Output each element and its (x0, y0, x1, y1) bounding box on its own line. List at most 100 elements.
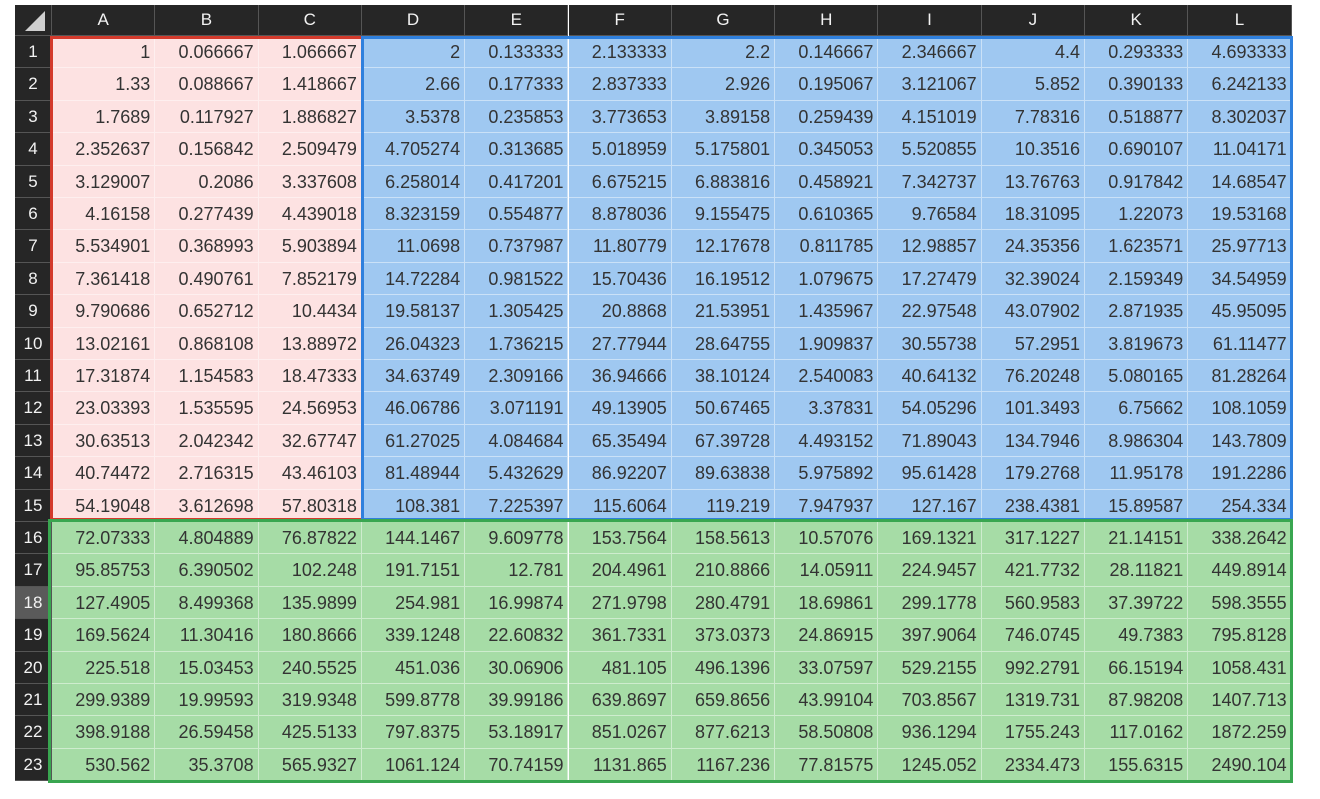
cell[interactable]: 95.61428 (878, 457, 982, 490)
cell[interactable]: 238.4381 (981, 489, 1085, 522)
row-header[interactable]: 7 (15, 230, 52, 263)
cell[interactable]: 43.99104 (775, 684, 879, 717)
cell[interactable]: 0.259439 (775, 100, 879, 134)
cell[interactable]: 9.155475 (671, 198, 776, 231)
cell[interactable]: 24.56953 (258, 392, 362, 425)
cell[interactable]: 11.95178 (1085, 457, 1189, 490)
cell[interactable]: 2.837333 (568, 68, 672, 101)
row-header[interactable]: 19 (15, 619, 52, 652)
cell[interactable]: 936.1294 (878, 716, 982, 749)
cell[interactable]: 0.313685 (465, 133, 569, 166)
cell[interactable]: 0.490761 (155, 262, 259, 296)
cell[interactable]: 2490.104 (1188, 748, 1292, 782)
cell[interactable]: 71.89043 (878, 424, 982, 458)
cell[interactable]: 46.06786 (361, 392, 466, 425)
cell[interactable]: 1.33 (52, 68, 156, 101)
cell[interactable]: 101.3493 (981, 392, 1085, 425)
cell[interactable]: 10.57076 (775, 522, 879, 555)
cell[interactable]: 6.390502 (155, 554, 259, 587)
cell[interactable]: 421.7732 (981, 554, 1085, 587)
cell[interactable]: 81.48944 (361, 457, 466, 490)
cell[interactable]: 703.8567 (878, 684, 982, 717)
cell[interactable]: 338.2642 (1188, 522, 1292, 555)
cell[interactable]: 0.133333 (465, 36, 569, 69)
row-header[interactable]: 15 (15, 489, 52, 522)
cell[interactable]: 3.612698 (155, 489, 259, 522)
cell[interactable]: 5.852 (981, 68, 1085, 101)
cell[interactable]: 22.60832 (465, 619, 569, 652)
cell[interactable]: 0.195067 (775, 68, 879, 101)
cell[interactable]: 7.361418 (52, 262, 156, 296)
cell[interactable]: 11.30416 (155, 619, 259, 652)
cell[interactable]: 34.54959 (1188, 262, 1292, 296)
cell[interactable]: 134.7946 (981, 424, 1085, 458)
cell[interactable]: 0.235853 (465, 100, 569, 134)
cell[interactable]: 11.80779 (568, 230, 672, 263)
cell[interactable]: 3.37831 (775, 392, 879, 425)
cell[interactable]: 1.7689 (52, 100, 156, 134)
cell[interactable]: 0.458921 (775, 165, 879, 198)
cell[interactable]: 0.652712 (155, 295, 259, 328)
cell[interactable]: 2.871935 (1085, 295, 1189, 328)
cell[interactable]: 127.4905 (52, 586, 156, 620)
cell[interactable]: 34.63749 (361, 360, 466, 393)
row-header[interactable]: 1 (15, 36, 52, 69)
cell[interactable]: 13.76763 (981, 165, 1085, 198)
cell[interactable]: 50.67465 (671, 392, 776, 425)
cell[interactable]: 117.0162 (1085, 716, 1189, 749)
cell[interactable]: 0.811785 (775, 230, 879, 263)
cell[interactable]: 67.39728 (671, 424, 776, 458)
cell[interactable]: 127.167 (878, 489, 982, 522)
cell[interactable]: 26.59458 (155, 716, 259, 749)
cell[interactable]: 9.609778 (465, 522, 569, 555)
cell[interactable]: 30.06906 (465, 651, 569, 684)
cell[interactable]: 39.99186 (465, 684, 569, 717)
cell[interactable]: 11.0698 (361, 230, 466, 263)
cell[interactable]: 0.117927 (155, 100, 259, 134)
column-header[interactable]: K (1085, 5, 1189, 36)
cell[interactable]: 25.97713 (1188, 230, 1292, 263)
cell[interactable]: 153.7564 (568, 522, 672, 555)
cell[interactable]: 28.64755 (671, 327, 776, 360)
cell[interactable]: 30.63513 (52, 424, 156, 458)
row-header[interactable]: 10 (15, 327, 52, 360)
cell[interactable]: 14.68547 (1188, 165, 1292, 198)
cell[interactable]: 397.9064 (878, 619, 982, 652)
cell[interactable]: 8.878036 (568, 198, 672, 231)
cell[interactable]: 4.151019 (878, 100, 982, 134)
cell[interactable]: 0.554877 (465, 198, 569, 231)
cell[interactable]: 2.716315 (155, 457, 259, 490)
cell[interactable]: 0.066667 (155, 36, 259, 69)
cell[interactable]: 1131.865 (568, 748, 672, 782)
cell[interactable]: 19.53168 (1188, 198, 1292, 231)
cell[interactable]: 61.27025 (361, 424, 466, 458)
cell[interactable]: 2334.473 (981, 748, 1085, 782)
cell[interactable]: 530.562 (52, 748, 156, 782)
cell[interactable]: 4.4 (981, 36, 1085, 69)
cell[interactable]: 17.27479 (878, 262, 982, 296)
cell[interactable]: 565.9327 (258, 748, 362, 782)
cell[interactable]: 72.07333 (52, 522, 156, 555)
cell[interactable]: 240.5525 (258, 651, 362, 684)
cell[interactable]: 7.852179 (258, 262, 362, 296)
cell[interactable]: 254.334 (1188, 489, 1292, 522)
cell[interactable]: 4.084684 (465, 424, 569, 458)
cell[interactable]: 24.35356 (981, 230, 1085, 263)
cell[interactable]: 27.77944 (568, 327, 672, 360)
row-header[interactable]: 2 (15, 68, 52, 101)
cell[interactable]: 10.3516 (981, 133, 1085, 166)
cell[interactable]: 0.737987 (465, 230, 569, 263)
cell[interactable]: 89.63838 (671, 457, 776, 490)
select-all-corner[interactable] (15, 5, 52, 36)
cell[interactable]: 12.781 (465, 554, 569, 587)
column-header[interactable]: C (258, 5, 362, 36)
cell[interactable]: 0.345053 (775, 133, 879, 166)
cell[interactable]: 0.368993 (155, 230, 259, 263)
cell[interactable]: 425.5133 (258, 716, 362, 749)
cell[interactable]: 70.74159 (465, 748, 569, 782)
cell[interactable]: 2.133333 (568, 36, 672, 69)
cell[interactable]: 15.03453 (155, 651, 259, 684)
row-header[interactable]: 21 (15, 684, 52, 717)
cell[interactable]: 398.9188 (52, 716, 156, 749)
cell[interactable]: 5.080165 (1085, 360, 1189, 393)
